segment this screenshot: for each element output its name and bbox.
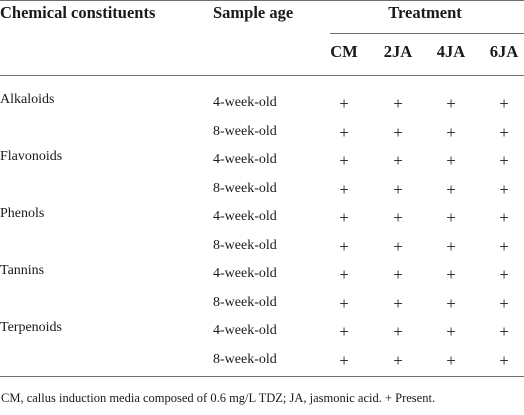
row-value-2ja: + (393, 122, 403, 142)
row-sample-age: 4-week-old (213, 152, 277, 167)
row-sample-age: 4-week-old (213, 266, 277, 281)
header-treatment-cm: CM (330, 42, 358, 61)
row-value-6ja: + (499, 151, 509, 170)
row-value-4ja: + (446, 293, 456, 313)
row-value-4ja: + (446, 122, 456, 142)
row-value-cm: + (339, 122, 349, 142)
row-sample-age: 8-week-old (213, 123, 277, 139)
row-value-4ja: + (446, 322, 456, 341)
row-value-2ja: + (393, 293, 403, 313)
row-value-cm: + (339, 265, 349, 284)
row-value-6ja: + (499, 350, 509, 370)
header-sample-age: Sample age (213, 3, 294, 22)
row-constituent: Alkaloids (0, 92, 55, 107)
row-constituent: Terpenoids (0, 320, 63, 335)
row-sample-age: 8-week-old (213, 294, 277, 310)
header-treatment-4ja: 4JA (436, 42, 466, 61)
row-sample-age: 8-week-old (213, 237, 277, 253)
row-value-2ja: + (393, 236, 403, 256)
row-value-cm: + (339, 350, 349, 370)
header-bottom-rule (0, 75, 524, 76)
row-value-2ja: + (393, 94, 403, 113)
row-value-cm: + (339, 94, 349, 113)
header-treatment-2ja: 2JA (383, 42, 413, 61)
row-constituent: Phenols (0, 206, 45, 221)
row-value-cm: + (339, 151, 349, 170)
row-sample-age: 4-week-old (213, 95, 277, 110)
header-constituents: Chemical constituents (0, 3, 156, 22)
row-value-6ja: + (499, 293, 509, 313)
row-sample-age: 4-week-old (213, 209, 277, 224)
row-value-6ja: + (499, 94, 509, 113)
top-rule (0, 0, 524, 1)
row-value-4ja: + (446, 265, 456, 284)
row-constituent: Flavonoids (0, 149, 63, 164)
row-value-6ja: + (499, 122, 509, 142)
row-sample-age: 8-week-old (213, 180, 277, 196)
row-value-cm: + (339, 179, 349, 199)
row-value-4ja: + (446, 350, 456, 370)
row-value-cm: + (339, 208, 349, 227)
row-value-4ja: + (446, 208, 456, 227)
row-value-6ja: + (499, 179, 509, 199)
row-value-2ja: + (393, 208, 403, 227)
row-value-cm: + (339, 322, 349, 341)
row-value-2ja: + (393, 265, 403, 284)
row-value-6ja: + (499, 265, 509, 284)
row-value-4ja: + (446, 151, 456, 170)
table-footnote: CM, callus induction media composed of 0… (1, 391, 436, 405)
header-treatment-6ja: 6JA (489, 42, 519, 61)
row-value-4ja: + (446, 236, 456, 256)
table-bottom-rule (0, 376, 524, 377)
row-value-2ja: + (393, 322, 403, 341)
treatment-underline (330, 33, 524, 34)
row-value-2ja: + (393, 179, 403, 199)
row-value-4ja: + (446, 179, 456, 199)
row-constituent: Tannins (0, 263, 45, 278)
row-value-6ja: + (499, 208, 509, 227)
row-value-6ja: + (499, 322, 509, 341)
row-sample-age: 4-week-old (213, 323, 277, 338)
row-value-2ja: + (393, 350, 403, 370)
header-treatment: Treatment (388, 3, 462, 22)
row-value-cm: + (339, 293, 349, 313)
row-value-4ja: + (446, 94, 456, 113)
row-value-2ja: + (393, 151, 403, 170)
row-value-cm: + (339, 236, 349, 256)
row-value-6ja: + (499, 236, 509, 256)
row-sample-age: 8-week-old (213, 351, 277, 367)
